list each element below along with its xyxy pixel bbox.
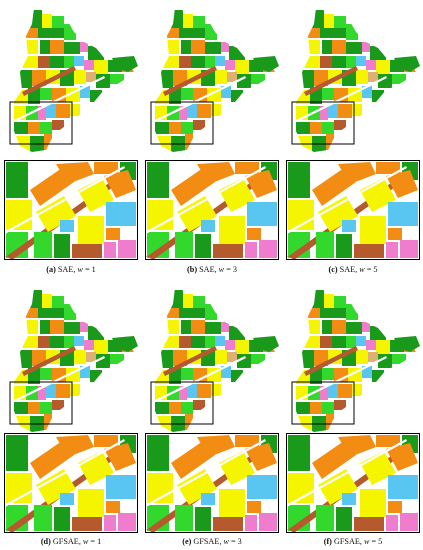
zoom-map-f [286, 433, 420, 533]
caption-f: (f) GFSAE, w = 5 [323, 537, 383, 546]
zoom-map-a [4, 160, 138, 260]
overview-map-d [4, 282, 138, 432]
overview-map-b [145, 2, 279, 152]
overview-map-c [286, 2, 420, 152]
zoom-map-c [286, 160, 420, 260]
zoom-map-b [145, 160, 279, 260]
caption-d: (d) GFSAE, w = 1 [40, 537, 102, 546]
zoom-map-e [145, 433, 279, 533]
overview-map-f [286, 282, 420, 432]
zoom-map-d [4, 433, 138, 533]
caption-a: (a) SAE, w = 1 [46, 265, 96, 274]
caption-e: (e) GFSAE, w = 3 [182, 537, 242, 546]
caption-b: (b) SAE, w = 3 [187, 265, 237, 274]
caption-c: (c) SAE, w = 5 [328, 265, 378, 274]
overview-map-e [145, 282, 279, 432]
overview-map-a [4, 2, 138, 152]
